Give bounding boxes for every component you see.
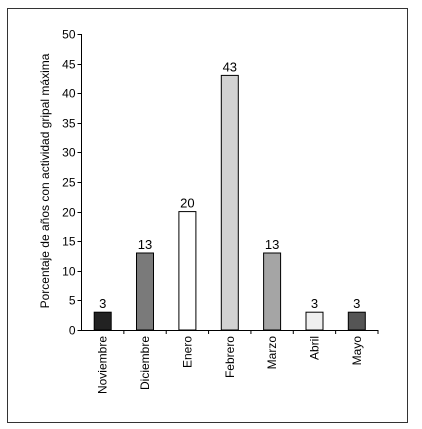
y-tick-label: 5 — [69, 294, 76, 308]
bar-abril — [305, 311, 324, 331]
data-label-abril: 3 — [311, 296, 318, 311]
y-tick-label: 20 — [62, 206, 76, 220]
data-label-mayo: 3 — [353, 296, 360, 311]
bar-enero — [178, 211, 197, 331]
bar-diciembre — [136, 252, 154, 331]
y-tick-label: 25 — [62, 176, 76, 190]
chart-frame — [7, 8, 408, 423]
data-label-diciembre: 13 — [138, 237, 152, 252]
x-tick-label-marzo: Marzo — [265, 336, 279, 370]
y-tick-label: 50 — [62, 28, 76, 42]
x-tick-label-noviembre: Noviembre — [96, 336, 110, 394]
x-axis — [81, 330, 379, 334]
bars — [93, 74, 366, 331]
data-label-noviembre: 3 — [99, 296, 106, 311]
x-tick-label-enero: Enero — [180, 336, 194, 368]
y-tick-label: 40 — [62, 87, 76, 101]
y-tick-label: 45 — [62, 58, 76, 72]
x-tick-label-mayo: Mayo — [350, 336, 364, 366]
category-labels: Noviembre Diciembre Enero Febrero Marzo Abril… — [96, 336, 364, 394]
y-tick-label: 0 — [69, 324, 76, 338]
y-tick-label: 10 — [62, 265, 76, 279]
x-tick-label-febrero: Febrero — [223, 336, 237, 378]
y-tick-label: 15 — [62, 235, 76, 249]
y-tick-label: 30 — [62, 146, 76, 160]
bar-noviembre — [93, 311, 112, 331]
data-label-febrero: 43 — [223, 59, 237, 74]
data-label-marzo: 13 — [265, 237, 279, 252]
x-tick-label-abril: Abril — [308, 336, 322, 360]
value-labels: 3 13 20 43 13 3 3 — [99, 59, 360, 311]
x-tick-label-diciembre: Diciembre — [138, 336, 152, 390]
y-axis: 0 5 10 15 20 25 30 35 40 45 50 — [62, 28, 82, 338]
y-tick-label: 35 — [62, 117, 76, 131]
bar-mayo — [347, 311, 366, 331]
y-axis-title: Porcentaje de años con actividad gripal … — [38, 53, 52, 308]
data-label-enero: 20 — [180, 196, 194, 211]
bar-marzo — [263, 252, 282, 331]
bar-febrero — [220, 74, 239, 331]
